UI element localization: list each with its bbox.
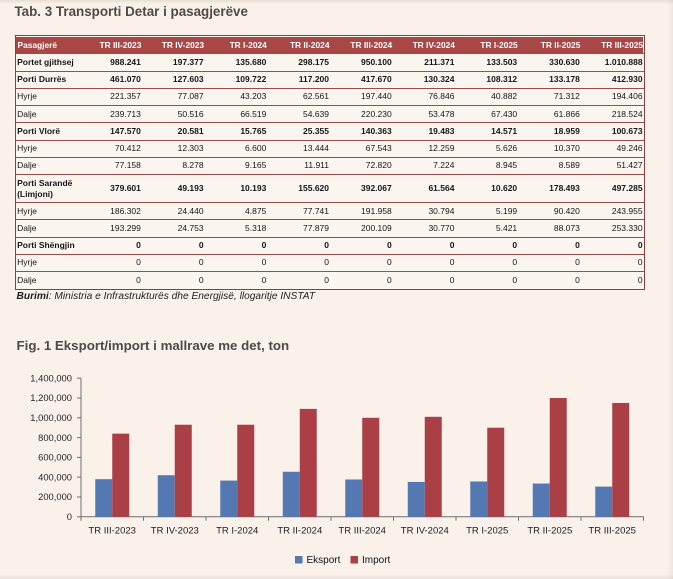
svg-text:TR IV-2023: TR IV-2023	[151, 525, 199, 536]
svg-text:1,400,000: 1,400,000	[30, 372, 72, 383]
svg-text:TR IV-2024: TR IV-2024	[401, 525, 449, 536]
svg-text:800,000: 800,000	[38, 432, 72, 443]
svg-text:200,000: 200,000	[38, 491, 72, 502]
svg-text:TR I-2024: TR I-2024	[216, 525, 258, 536]
svg-text:TR III-2023: TR III-2023	[88, 525, 136, 536]
svg-text:1,000,000: 1,000,000	[30, 412, 72, 423]
svg-text:600,000: 600,000	[38, 452, 72, 463]
svg-text:400,000: 400,000	[38, 471, 72, 482]
svg-text:TR II-2025: TR II-2025	[527, 525, 572, 536]
svg-text:0: 0	[67, 511, 72, 522]
svg-text:1,200,000: 1,200,000	[30, 392, 72, 403]
svg-text:Import: Import	[362, 555, 391, 566]
svg-text:TR II-2024: TR II-2024	[277, 525, 322, 536]
svg-text:TR III-2024: TR III-2024	[338, 525, 386, 536]
svg-text:TR I-2025: TR I-2025	[466, 525, 508, 536]
svg-text:Eksport: Eksport	[307, 555, 341, 566]
svg-text:TR III-2025: TR III-2025	[588, 525, 636, 536]
